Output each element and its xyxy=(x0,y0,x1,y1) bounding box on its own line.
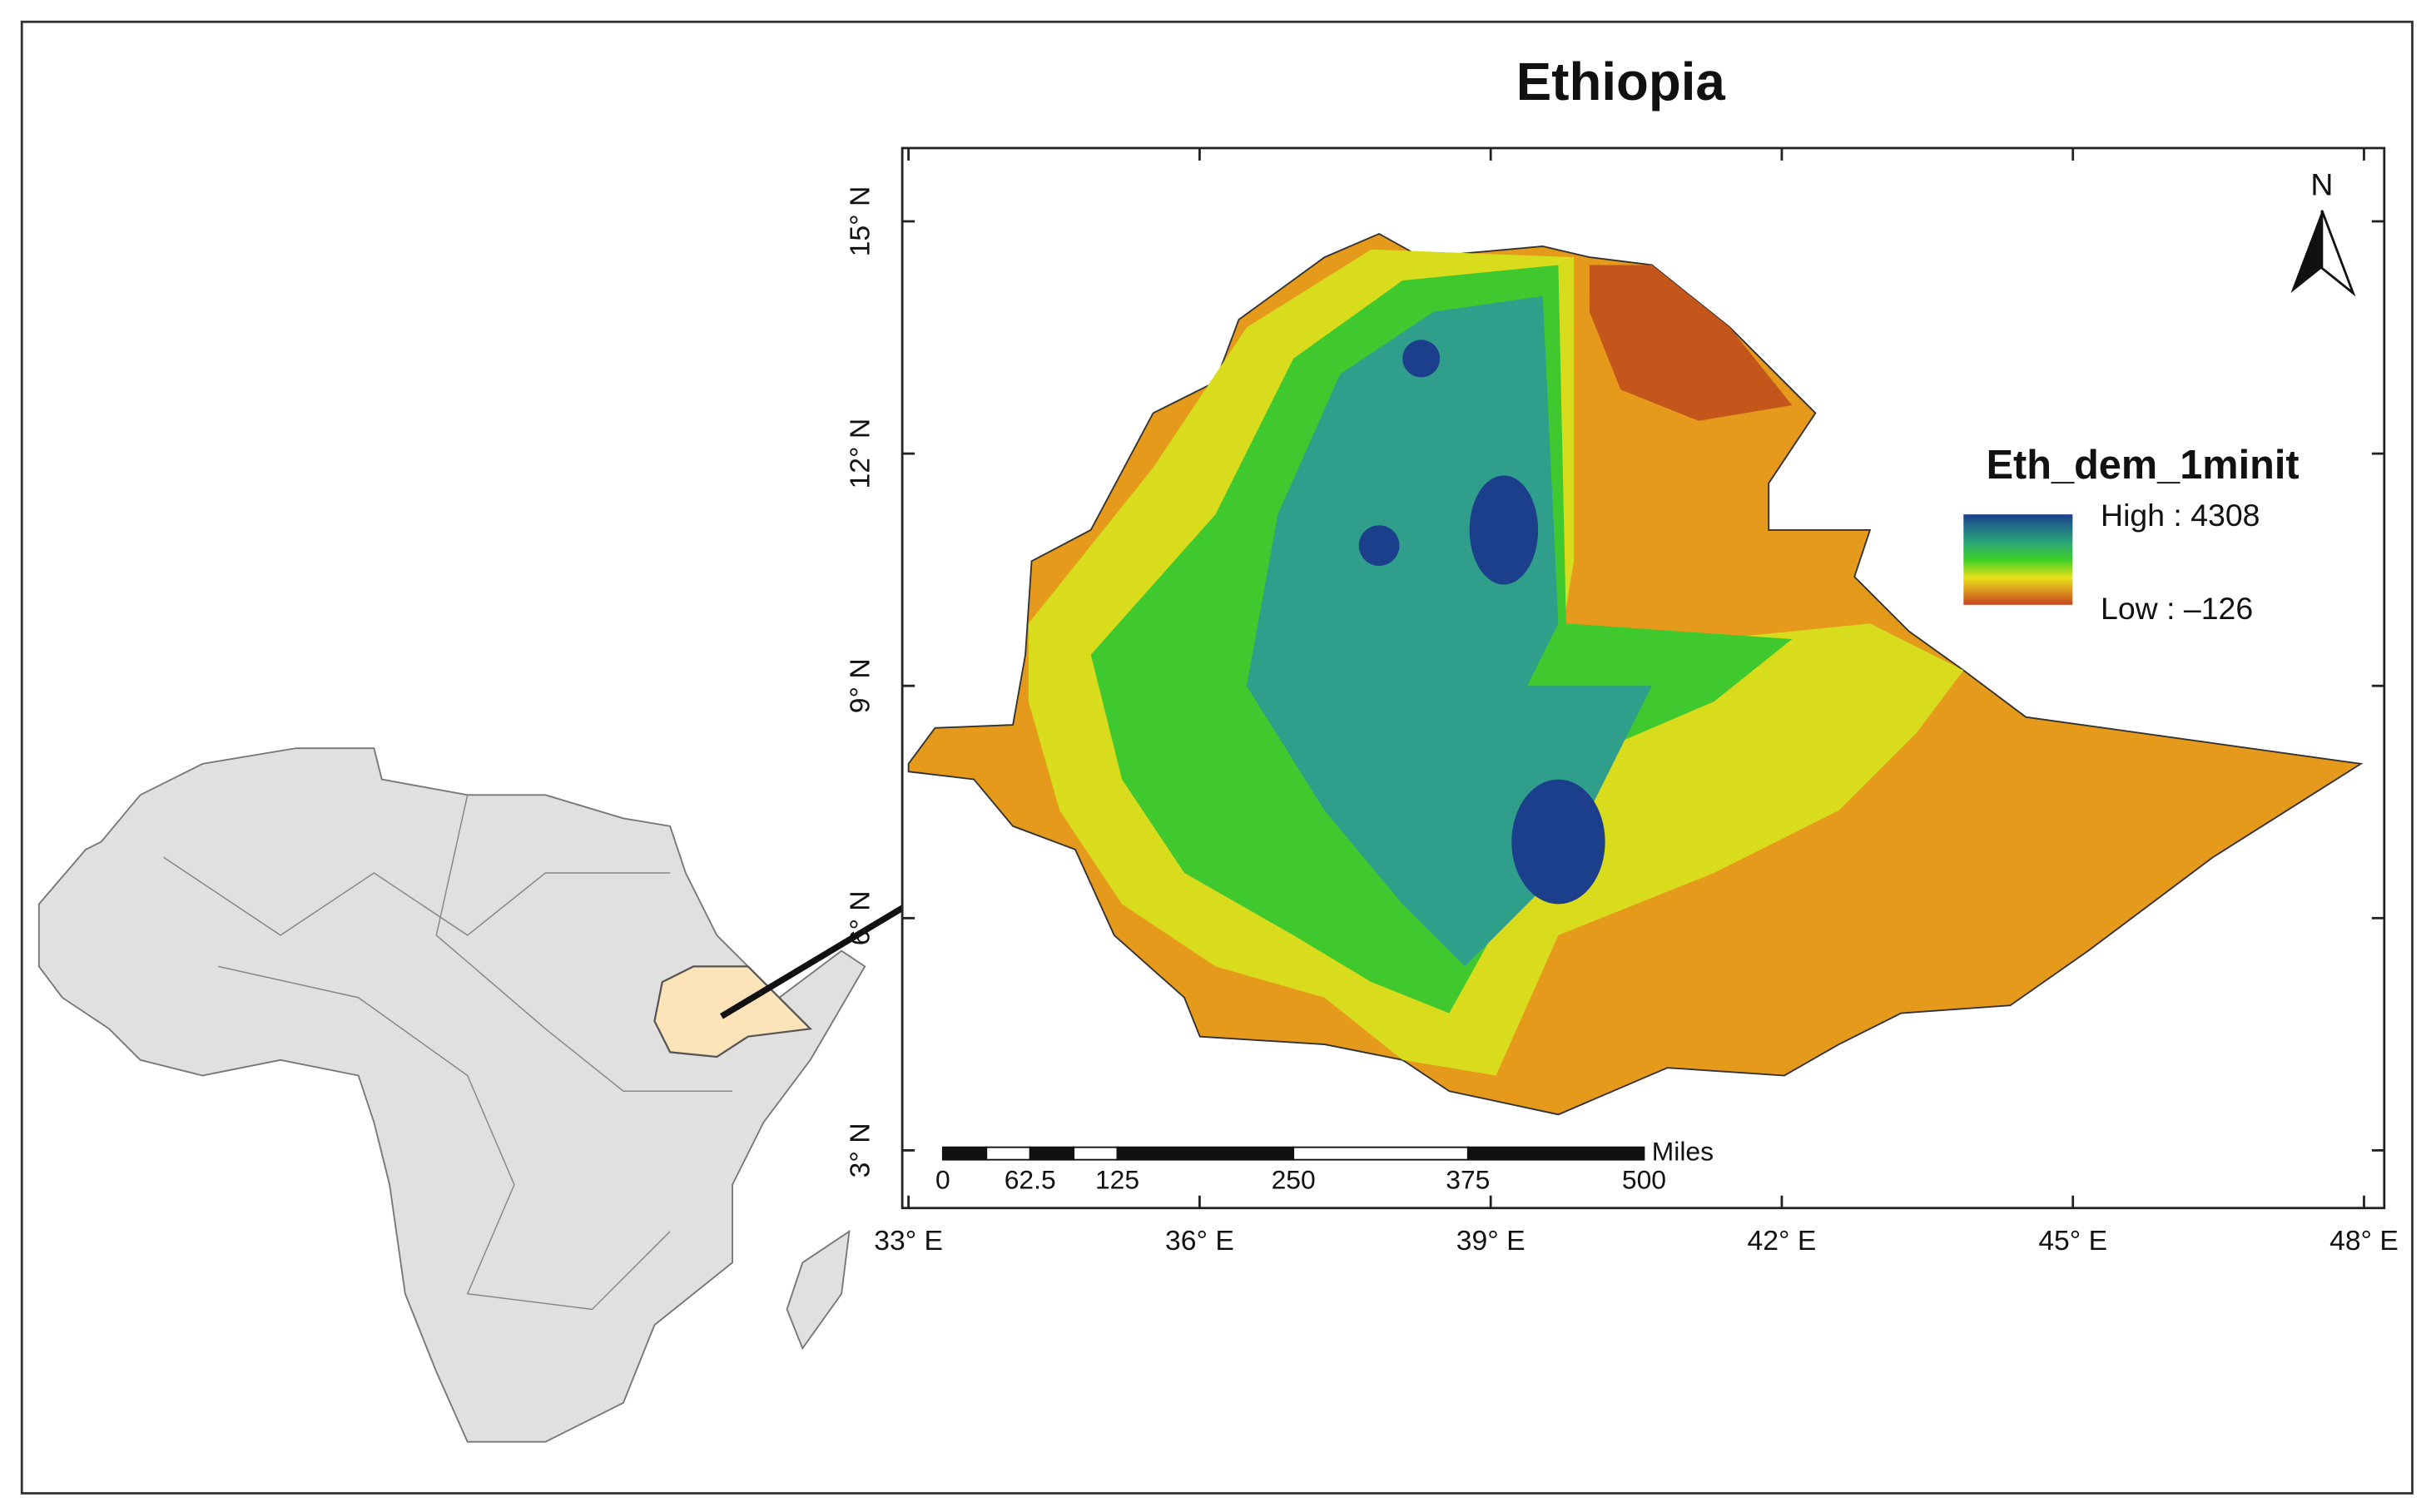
north-arrow xyxy=(2320,210,2356,297)
legend-high: High : 4308 xyxy=(2101,498,2260,533)
scale-segment xyxy=(1116,1146,1295,1161)
x-tick-label: 36° E xyxy=(1165,1225,1234,1257)
outer-frame xyxy=(20,20,2414,1495)
scale-label: 500 xyxy=(1622,1164,1666,1194)
y-tick-label: 6° N xyxy=(844,890,876,945)
scale-label: 62.5 xyxy=(1005,1164,1056,1194)
dem-peak xyxy=(1511,779,1605,905)
x-tick-label: 48° E xyxy=(2329,1225,2399,1257)
africa xyxy=(37,747,866,1443)
scale-segment xyxy=(941,1146,988,1161)
scale-label: 250 xyxy=(1272,1164,1316,1194)
border xyxy=(163,856,671,936)
scale-unit: Miles xyxy=(1652,1137,1714,1167)
graticule-ticks: 33° E 36° E 39° E 42° E 45° E 48° E 15° N 12° N… xyxy=(844,147,2399,1257)
scale-segment xyxy=(1466,1146,1645,1161)
scale-label: 375 xyxy=(1446,1164,1490,1194)
y-tick-label: 12° N xyxy=(844,419,876,489)
dem-peak xyxy=(1358,525,1400,566)
x-tick-label: 39° E xyxy=(1456,1225,1526,1257)
map-title: Ethiopia xyxy=(1516,52,1726,112)
x-tick-label: 45° E xyxy=(2038,1225,2107,1257)
border xyxy=(217,965,671,1311)
legend-title: Eth_dem_1minit xyxy=(1987,443,2300,488)
scale-segment xyxy=(985,1146,1031,1161)
x-tick-label: 33° E xyxy=(874,1225,943,1257)
scale-label: 125 xyxy=(1095,1164,1139,1194)
y-tick-label: 15° N xyxy=(844,186,876,257)
africa-inset xyxy=(37,747,1021,1443)
dem-afar xyxy=(1589,265,1793,421)
border xyxy=(435,795,733,1092)
north-label: N xyxy=(2310,167,2333,202)
legend-ramp xyxy=(1963,514,2073,605)
ethiopia-dem xyxy=(907,232,2364,1116)
legend-low: Low : –126 xyxy=(2101,591,2253,626)
dem-peak xyxy=(1402,340,1441,378)
x-tick-label: 42° E xyxy=(1748,1225,1817,1257)
scale-segment xyxy=(1073,1146,1119,1161)
scale-segment xyxy=(1292,1146,1469,1161)
madagascar xyxy=(786,1229,851,1351)
y-tick-label: 9° N xyxy=(844,658,876,713)
scale-label: 0 xyxy=(935,1164,950,1194)
y-tick-label: 3° N xyxy=(844,1123,876,1177)
dem-peak xyxy=(1469,475,1539,585)
scale-segment xyxy=(1029,1146,1075,1161)
